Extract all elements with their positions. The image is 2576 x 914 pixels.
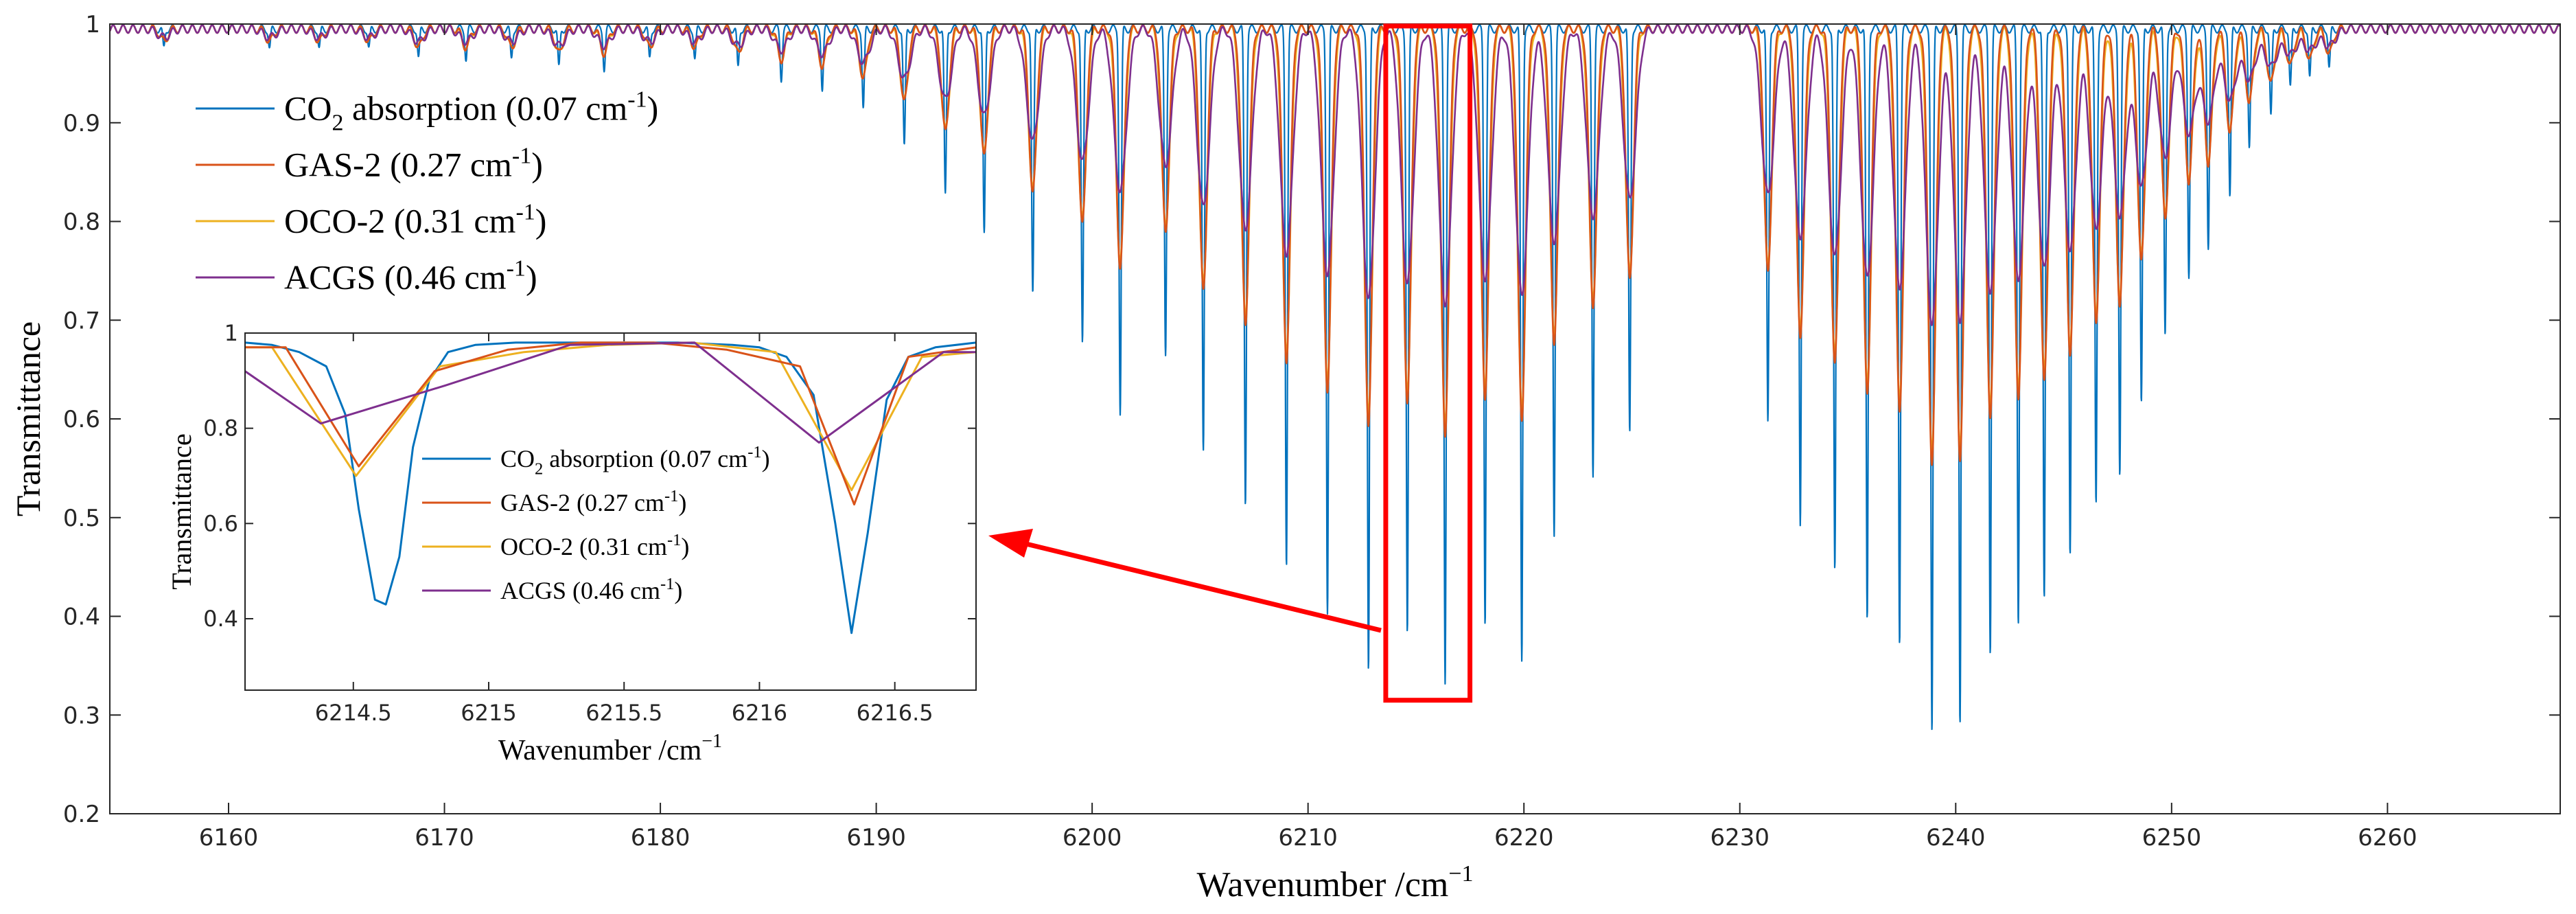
inset-y-tick-label: 0.6 <box>203 510 238 536</box>
main-x-tick-label: 6200 <box>1063 824 1122 852</box>
main-x-axis: 6160 6170 6180 6190 6200 6210 6220 6230 6240 6250… <box>199 24 2417 852</box>
inset-x-axis: 6214.5 6215 6215.5 6216 6216.5 <box>315 333 933 726</box>
main-y-tick-label: 0.3 <box>63 702 100 729</box>
main-x-tick-label: 6260 <box>2358 824 2417 852</box>
main-series-acgs <box>110 24 2560 326</box>
main-y-tick-label: 0.4 <box>63 604 100 631</box>
main-legend-item-oco2: OCO-2 (0.31 cm-1) <box>196 200 546 240</box>
main-legend-item-label: CO2 absorption (0.07 cm-1) <box>284 87 658 136</box>
inset-legend-item-label: GAS-2 (0.27 cm-1) <box>500 487 686 516</box>
inset-x-tick-label: 6214.5 <box>315 700 392 726</box>
inset-y-tick-label: 0.8 <box>203 415 238 442</box>
inset-y-tick-label: 1 <box>224 320 238 346</box>
main-x-tick-label: 6190 <box>846 824 906 852</box>
main-x-tick-label: 6210 <box>1278 824 1338 852</box>
main-x-tick-label: 6220 <box>1494 824 1554 852</box>
main-x-axis-label: Wavenumber /cm−1 <box>1196 861 1473 904</box>
main-y-tick-label: 1 <box>85 11 100 38</box>
main-y-axis: 0.2 0.3 0.4 0.5 0.6 0.7 0.8 0.9 1 <box>63 11 2560 828</box>
inset-y-tick-label: 0.4 <box>203 606 238 632</box>
main-y-tick-label: 0.2 <box>63 801 100 828</box>
main-legend-item-co2: CO2 absorption (0.07 cm-1) <box>196 87 658 136</box>
inset-y-axis-label: Transmittance <box>166 433 197 589</box>
inset-chart: 6214.5 6215 6215.5 6216 6216.5 0.4 0.6 0.8 1 Tr… <box>166 320 977 766</box>
main-legend-item-acgs: ACGS (0.46 cm-1) <box>196 256 537 297</box>
inset-axes-box <box>244 332 977 691</box>
main-series-group <box>110 24 2560 731</box>
main-legend: CO2 absorption (0.07 cm-1) GAS-2 (0.27 cm… <box>196 87 658 297</box>
callout-arrow <box>988 529 1382 633</box>
main-x-tick-label: 6230 <box>1710 824 1769 852</box>
inset-series-3 <box>245 341 976 444</box>
main-legend-item-gas2: GAS-2 (0.27 cm-1) <box>196 144 543 184</box>
inset-legend-item-gas2: GAS-2 (0.27 cm-1) <box>422 487 686 516</box>
inset-legend-item-label: ACGS (0.46 cm-1) <box>500 575 682 604</box>
main-legend-item-label: OCO-2 (0.31 cm-1) <box>284 200 546 240</box>
inset-series-0 <box>245 341 976 635</box>
inset-y-axis: 0.4 0.6 0.8 1 <box>203 320 976 632</box>
main-y-axis-label: Transmittance <box>9 321 47 516</box>
inset-x-tick-label: 6215.5 <box>585 700 662 726</box>
main-x-tick-label: 6240 <box>1926 824 1986 852</box>
inset-plot-area <box>245 333 976 690</box>
inset-legend-item-label: CO2 absorption (0.07 cm-1) <box>500 443 770 478</box>
inset-legend-item-co2: CO2 absorption (0.07 cm-1) <box>422 443 770 479</box>
main-x-tick-label: 6180 <box>631 824 691 852</box>
main-x-tick-label: 6170 <box>415 824 474 852</box>
inset-x-tick-label: 6216.5 <box>857 700 933 726</box>
main-y-tick-label: 0.5 <box>63 505 100 532</box>
inset-legend-item-oco2: OCO-2 (0.31 cm-1) <box>422 531 689 560</box>
inset-series-1 <box>245 341 976 506</box>
main-y-tick-label: 0.8 <box>63 209 100 236</box>
inset-x-axis-label: Wavenumber /cm−1 <box>498 731 722 766</box>
callout-arrow-head <box>988 529 1033 558</box>
inset-legend-item-label: OCO-2 (0.31 cm-1) <box>500 531 689 560</box>
inset-x-tick-label: 6216 <box>732 700 787 726</box>
main-y-tick-label: 0.6 <box>63 406 100 433</box>
callout-arrow-shaft <box>1025 541 1382 633</box>
main-series-gas2 <box>110 24 2560 466</box>
main-y-tick-label: 0.9 <box>63 110 100 137</box>
main-series-co2 <box>110 24 2560 731</box>
main-legend-item-label: GAS-2 (0.27 cm-1) <box>284 144 543 184</box>
main-y-tick-label: 0.7 <box>63 307 100 334</box>
inset-legend-item-acgs: ACGS (0.46 cm-1) <box>422 575 682 604</box>
main-x-tick-label: 6160 <box>199 824 259 852</box>
inset-x-tick-label: 6215 <box>461 700 516 726</box>
highlight-box <box>1383 23 1473 703</box>
inset-series-group <box>245 341 976 635</box>
main-x-tick-label: 6250 <box>2142 824 2202 852</box>
inset-legend: CO2 absorption (0.07 cm-1) GAS-2 (0.27 cm… <box>422 443 770 604</box>
main-legend-item-label: ACGS (0.46 cm-1) <box>284 256 537 297</box>
